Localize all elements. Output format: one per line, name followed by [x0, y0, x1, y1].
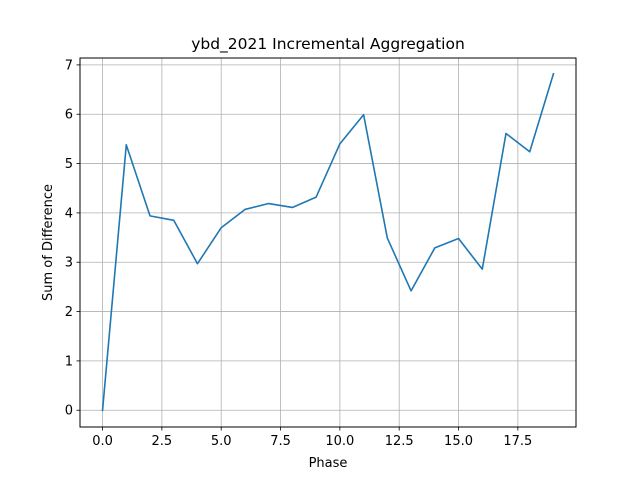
x-axis: 0.0 2.5 5.0 7.5 10.0 12.5 15.0 17.5 [92, 427, 532, 449]
x-tick-label: 10.0 [325, 434, 354, 449]
data-point [220, 227, 222, 229]
series-layer [101, 72, 555, 412]
x-tick-label: 12.5 [385, 434, 414, 449]
y-tick-label: 4 [65, 206, 73, 221]
y-axis: 0 1 2 3 4 5 6 7 [65, 58, 80, 419]
data-point [529, 151, 531, 153]
grid [80, 58, 576, 427]
plot-frame [79, 57, 577, 428]
data-point [315, 196, 317, 198]
series-line [101, 72, 555, 412]
data-point [505, 132, 507, 135]
plot-area-background [80, 58, 576, 427]
y-tick-label: 2 [65, 305, 73, 320]
data-point [481, 268, 483, 270]
data-point [196, 263, 199, 265]
y-tick-label: 7 [65, 58, 73, 73]
x-tick-label: 15.0 [444, 434, 473, 449]
data-point [434, 247, 436, 249]
data-point [552, 73, 555, 75]
data-point [149, 215, 151, 217]
data-point [291, 206, 294, 209]
data-point [457, 237, 460, 240]
y-tick-label: 5 [65, 157, 73, 172]
x-tick-label: 0.0 [92, 434, 113, 449]
data-point [244, 208, 246, 211]
data-point [410, 290, 412, 292]
data-point [339, 143, 341, 145]
data-point [125, 144, 127, 146]
y-tick-label: 1 [65, 354, 73, 369]
chart-title: ybd_2021 Incremental Aggregation [191, 35, 465, 54]
y-axis-label: Sum of Difference [41, 184, 56, 301]
data-point [362, 114, 365, 116]
x-tick-label: 17.5 [503, 434, 532, 449]
y-tick-label: 0 [65, 404, 73, 419]
x-tick-label: 2.5 [152, 434, 173, 449]
x-axis-label: Phase [309, 456, 348, 471]
y-tick-label: 6 [65, 108, 73, 123]
data-point [173, 219, 175, 221]
data-point [268, 202, 270, 205]
x-tick-label: 7.5 [270, 434, 291, 449]
data-point [101, 409, 104, 411]
x-tick-label: 5.0 [211, 434, 232, 449]
y-tick-label: 3 [65, 256, 73, 271]
data-point [386, 237, 388, 239]
